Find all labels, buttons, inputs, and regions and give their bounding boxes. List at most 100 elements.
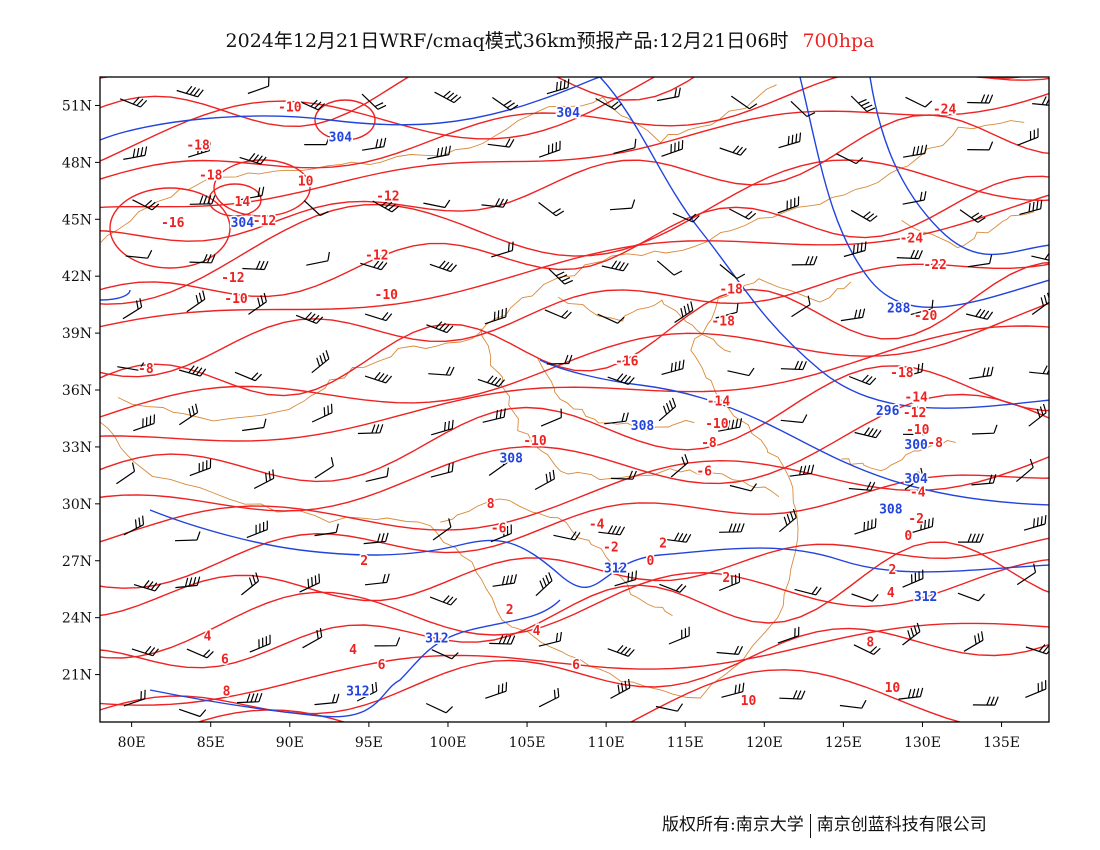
- temperature-contour: [100, 92, 1049, 209]
- wind-barb: [247, 77, 270, 95]
- wind-barb: [607, 645, 635, 657]
- wind-barb: [911, 517, 934, 534]
- wind-barb: [668, 626, 690, 645]
- wind-barb: [189, 458, 212, 477]
- wind-barb: [1023, 515, 1047, 531]
- wind-barb: [492, 97, 519, 111]
- wind-barb: [1031, 292, 1049, 315]
- wind-barb: [967, 141, 994, 151]
- wind-barb: [898, 687, 924, 700]
- wind-barb: [186, 290, 206, 313]
- wind-barb: [789, 464, 815, 477]
- y-tick-label: 42N: [62, 269, 92, 285]
- temperature-label: 14: [235, 195, 251, 210]
- wind-barb: [364, 573, 390, 586]
- wind-barb: [484, 307, 507, 325]
- temperature-label: 0: [647, 554, 655, 569]
- x-tick-label: 100E: [429, 735, 466, 751]
- wind-barb: [905, 96, 933, 108]
- wind-barb: [431, 419, 454, 436]
- wind-barb: [297, 99, 326, 111]
- wind-barb: [672, 212, 700, 223]
- wind-barb: [896, 249, 923, 260]
- temperature-label: -12: [365, 248, 388, 263]
- chart-title: 2024年12月21日WRF/cmaq模式36km预报产品:12月21日06时 7…: [0, 26, 1100, 53]
- temperature-label: -6: [905, 470, 921, 485]
- x-tick-label: 125E: [825, 735, 862, 751]
- wind-barb: [848, 481, 876, 491]
- temperature-label: -18: [890, 366, 914, 381]
- height-label: 312: [346, 685, 369, 700]
- height-label: 304: [556, 106, 580, 121]
- temperature-label: 8: [487, 497, 495, 512]
- height-label: 304: [329, 131, 353, 146]
- height-contour: [599, 77, 1049, 409]
- wind-barb: [430, 462, 454, 478]
- wind-barb: [246, 520, 268, 539]
- wind-barb: [364, 371, 393, 384]
- wind-barb: [538, 631, 562, 647]
- temperature-label: 6: [572, 658, 580, 673]
- wind-barb: [719, 145, 747, 156]
- y-tick-label: 24N: [62, 611, 92, 627]
- temperature-contour: [100, 393, 1049, 512]
- temperature-contours: [100, 77, 1049, 722]
- wind-barb: [362, 137, 387, 151]
- height-label: 312: [914, 590, 937, 605]
- wind-barb: [546, 78, 570, 95]
- temperature-label: -16: [161, 216, 185, 231]
- wind-barb: [610, 678, 631, 699]
- wind-barb: [598, 525, 626, 536]
- temperature-label: 8: [866, 635, 874, 650]
- wind-barb: [540, 408, 562, 427]
- wind-barb: [853, 644, 881, 655]
- wind-barb: [604, 412, 629, 425]
- wind-barb: [661, 140, 684, 157]
- wind-barb: [971, 474, 997, 486]
- wind-barb: [175, 576, 201, 589]
- temperature-label: 4: [204, 630, 212, 645]
- wind-barb: [900, 362, 924, 379]
- wind-barb: [356, 682, 378, 702]
- wind-barb: [1029, 365, 1049, 375]
- wind-barb: [902, 144, 928, 158]
- wind-barb: [609, 199, 636, 211]
- wind-barb: [253, 469, 275, 490]
- wind-barb: [236, 693, 263, 704]
- temperature-contour: [100, 77, 1026, 162]
- wind-barb: [778, 132, 802, 149]
- x-tick-label: 130E: [904, 735, 941, 751]
- wind-barb: [133, 580, 162, 592]
- wind-barb: [967, 94, 994, 104]
- wind-barb: [133, 414, 155, 432]
- wind-barb: [718, 573, 741, 592]
- temperature-label: -10: [906, 423, 930, 438]
- wind-barb: [360, 259, 388, 271]
- wind-barb: [304, 135, 330, 146]
- wind-barb: [963, 631, 984, 652]
- wind-barb: [656, 260, 683, 276]
- wind-barb: [957, 592, 985, 602]
- temperature-label: 10: [741, 694, 757, 709]
- map-frame: [99, 76, 1050, 723]
- wind-barb: [959, 209, 986, 223]
- temperature-label: -8: [701, 436, 717, 451]
- wind-barb: [234, 371, 263, 382]
- temperature-contour: [100, 541, 1049, 669]
- x-axis-ticks: 80E 85E 90E 95E 100E 105E 110E 115E 120E 125E 130E…: [118, 722, 1020, 751]
- temperature-label: -8: [138, 362, 154, 377]
- wind-barb: [779, 690, 806, 700]
- boundary-line: [100, 84, 777, 243]
- temperature-loop: [213, 159, 311, 217]
- wind-barb: [490, 524, 512, 543]
- temperature-label: -10: [278, 100, 302, 115]
- temperature-label: 4: [533, 624, 541, 639]
- wind-barb: [902, 569, 924, 588]
- x-tick-label: 80E: [118, 735, 146, 751]
- height-label: 288: [887, 301, 911, 316]
- temperature-label: 0: [904, 529, 912, 544]
- wind-barb: [902, 191, 927, 205]
- wind-barb: [719, 523, 745, 533]
- wind-barb: [492, 574, 517, 587]
- wind-barb: [839, 699, 867, 709]
